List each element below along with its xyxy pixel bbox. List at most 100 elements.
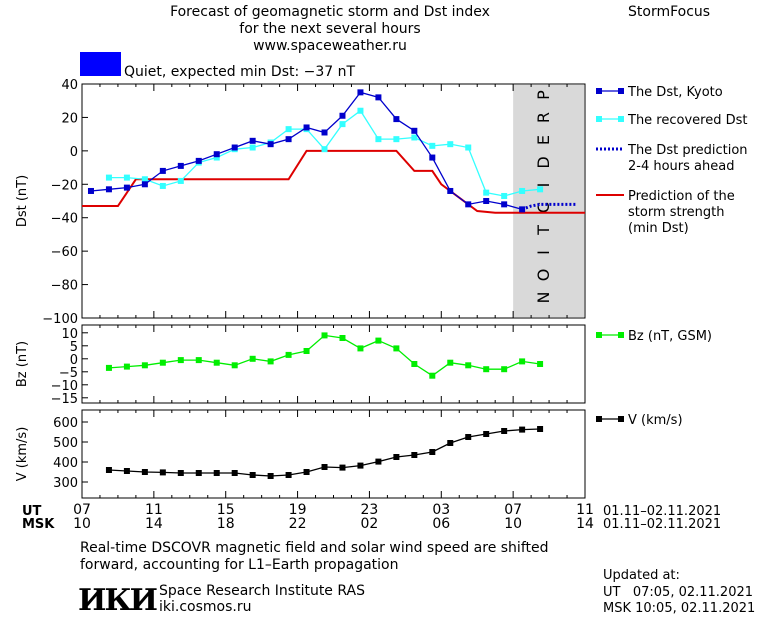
v-point (303, 469, 310, 475)
bz-point (267, 358, 274, 365)
bz-point (537, 361, 544, 367)
dst-kyoto-point (339, 112, 346, 119)
v-ytick-label: 600 (53, 416, 78, 431)
v-ytick-label: 500 (53, 436, 78, 451)
bz-point (501, 366, 508, 373)
bz-ytick-label: 0 (70, 353, 78, 368)
v-point (195, 470, 202, 476)
title-line-1: Forecast of geomagnetic storm and Dst in… (170, 4, 490, 20)
prediction-label: P R E D I C T I ON (534, 90, 553, 304)
v-point (411, 452, 418, 458)
bz-ytick-label: 10 (61, 327, 78, 342)
dst-prediction-line (521, 202, 577, 211)
dst-recovered-point (177, 177, 184, 184)
bz-point (231, 362, 238, 369)
prediction-letter: R (534, 112, 553, 123)
dst-ylabel: Dst (nT) (15, 175, 30, 227)
dst-kyoto-point (195, 157, 202, 164)
v-point (105, 467, 112, 473)
dst-recovered-point (357, 107, 364, 114)
dst-recovered-point (213, 154, 220, 161)
bz-point (321, 332, 328, 339)
v-point (249, 472, 256, 478)
dst-kyoto-legend-marker (618, 88, 624, 94)
msk-tick-label: 10 (504, 516, 522, 532)
ut-tick-label: 11 (145, 502, 163, 518)
brand-name: StormFocus (628, 4, 711, 20)
storm-strength-line (82, 149, 585, 214)
dst-ytick-label: −20 (51, 178, 78, 193)
prediction-letter: C (534, 202, 553, 213)
dst-recovered-point (285, 126, 292, 133)
dst-kyoto-point (483, 198, 490, 204)
dst-kyoto-point (267, 141, 274, 148)
prediction-letter: P (534, 90, 553, 100)
msk-range: 01.11–02.11.2021 (603, 517, 722, 532)
institute-site[interactable]: iki.cosmos.ru (159, 599, 252, 615)
source-url[interactable]: www.spaceweather.ru (253, 38, 407, 54)
bz-point (447, 359, 454, 366)
v-point (447, 440, 454, 446)
dst-kyoto-legend-label: The Dst, Kyoto (627, 85, 723, 100)
bz-point (177, 357, 184, 364)
bz-legend-marker (618, 332, 624, 338)
dst-ytick-label: −40 (51, 212, 78, 227)
dst-kyoto-point (465, 201, 472, 208)
ut-tick-label: 19 (289, 502, 307, 518)
dst-kyoto-point (141, 181, 148, 188)
dst-kyoto-point (501, 201, 508, 208)
dst-kyoto-point (87, 187, 94, 194)
dst-recovered-point (105, 174, 112, 181)
legend: The Dst, Kyoto The recovered Dst The Dst p… (596, 85, 748, 428)
prediction-band (513, 85, 584, 317)
v-point (501, 428, 508, 434)
v-legend-marker (596, 416, 602, 422)
v-point (141, 469, 148, 475)
bz-ytick-label: −15 (51, 392, 78, 407)
updated-label: Updated at: (603, 568, 680, 583)
dst-recovered-point (393, 136, 400, 143)
dst-recovered-legend-marker (618, 116, 624, 122)
bz-point (249, 355, 256, 362)
bz-point (339, 335, 346, 341)
v-legend-label: V (km/s) (628, 413, 683, 428)
dst-recovered-point (321, 146, 328, 153)
bz-point (411, 361, 418, 367)
dst-kyoto-point (375, 94, 382, 101)
v-point (213, 470, 220, 476)
storm-strength-legend-label: storm strength (628, 205, 725, 220)
dst-recovered-line (108, 109, 541, 197)
msk-tick-label: 14 (576, 516, 594, 532)
status-swatch (80, 52, 121, 76)
msk-tick-label: 02 (361, 516, 379, 532)
bz-ylabel: Bz (nT) (15, 341, 30, 387)
dst-recovered-point (537, 186, 544, 193)
v-point (123, 468, 130, 474)
ut-tick-label: 07 (504, 502, 522, 518)
dst-kyoto-point (105, 186, 112, 193)
msk-tick-label: 18 (217, 516, 235, 532)
dst-recovered-point (159, 182, 166, 189)
dst-recovered-point (447, 141, 454, 148)
v-point (375, 458, 382, 465)
dst-kyoto-point (357, 89, 364, 96)
v-point (519, 426, 526, 433)
bz-point (159, 359, 166, 366)
title-line-2: for the next several hours (239, 21, 421, 37)
prediction-letter: I (534, 250, 553, 255)
bz-point (483, 366, 490, 373)
dst-ytick-label: −60 (51, 245, 78, 260)
ut-tick-label: 15 (217, 502, 235, 518)
bz-ytick-label: −10 (51, 379, 78, 394)
ut-label: UT (22, 504, 42, 519)
v-point (177, 470, 184, 476)
bz-point (303, 348, 310, 354)
dst-kyoto-point (321, 129, 328, 136)
bz-legend-marker (596, 332, 602, 338)
dst-kyoto-point (231, 144, 238, 151)
dst-recovered-point (483, 189, 490, 196)
v-point (321, 464, 328, 470)
v-frame (81, 409, 586, 499)
